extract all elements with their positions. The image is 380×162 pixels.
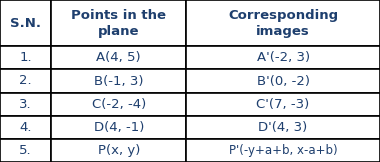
Text: B'(0, -2): B'(0, -2) [256,75,310,87]
Bar [0,139,51,162]
Text: D'(4, 3): D'(4, 3) [258,121,308,134]
Bar [0,116,51,139]
Text: B(-1, 3): B(-1, 3) [94,75,144,87]
Text: C'(7, -3): C'(7, -3) [256,98,310,111]
Bar [51,139,186,162]
Bar [0,46,51,69]
Bar [186,69,380,93]
Bar [51,69,186,93]
Bar [186,116,380,139]
Text: 2.: 2. [19,75,32,87]
Bar [51,116,186,139]
Bar [51,0,186,46]
Text: P'(-y+a+b, x-a+b): P'(-y+a+b, x-a+b) [229,144,337,157]
Bar [0,0,51,46]
Text: Corresponding
images: Corresponding images [228,9,338,38]
Text: Points in the
plane: Points in the plane [71,9,166,38]
Text: C(-2, -4): C(-2, -4) [92,98,146,111]
Text: S.N.: S.N. [10,17,41,30]
Text: P(x, y): P(x, y) [98,144,140,157]
Bar [186,0,380,46]
Text: 3.: 3. [19,98,32,111]
Bar [186,139,380,162]
Text: 1.: 1. [19,51,32,64]
Bar [51,46,186,69]
Text: 5.: 5. [19,144,32,157]
Text: A'(-2, 3): A'(-2, 3) [256,51,310,64]
Bar [186,46,380,69]
Text: 4.: 4. [19,121,32,134]
Bar [0,93,51,116]
Bar [51,93,186,116]
Bar [186,93,380,116]
Text: A(4, 5): A(4, 5) [97,51,141,64]
Text: D(4, -1): D(4, -1) [93,121,144,134]
Bar [0,69,51,93]
